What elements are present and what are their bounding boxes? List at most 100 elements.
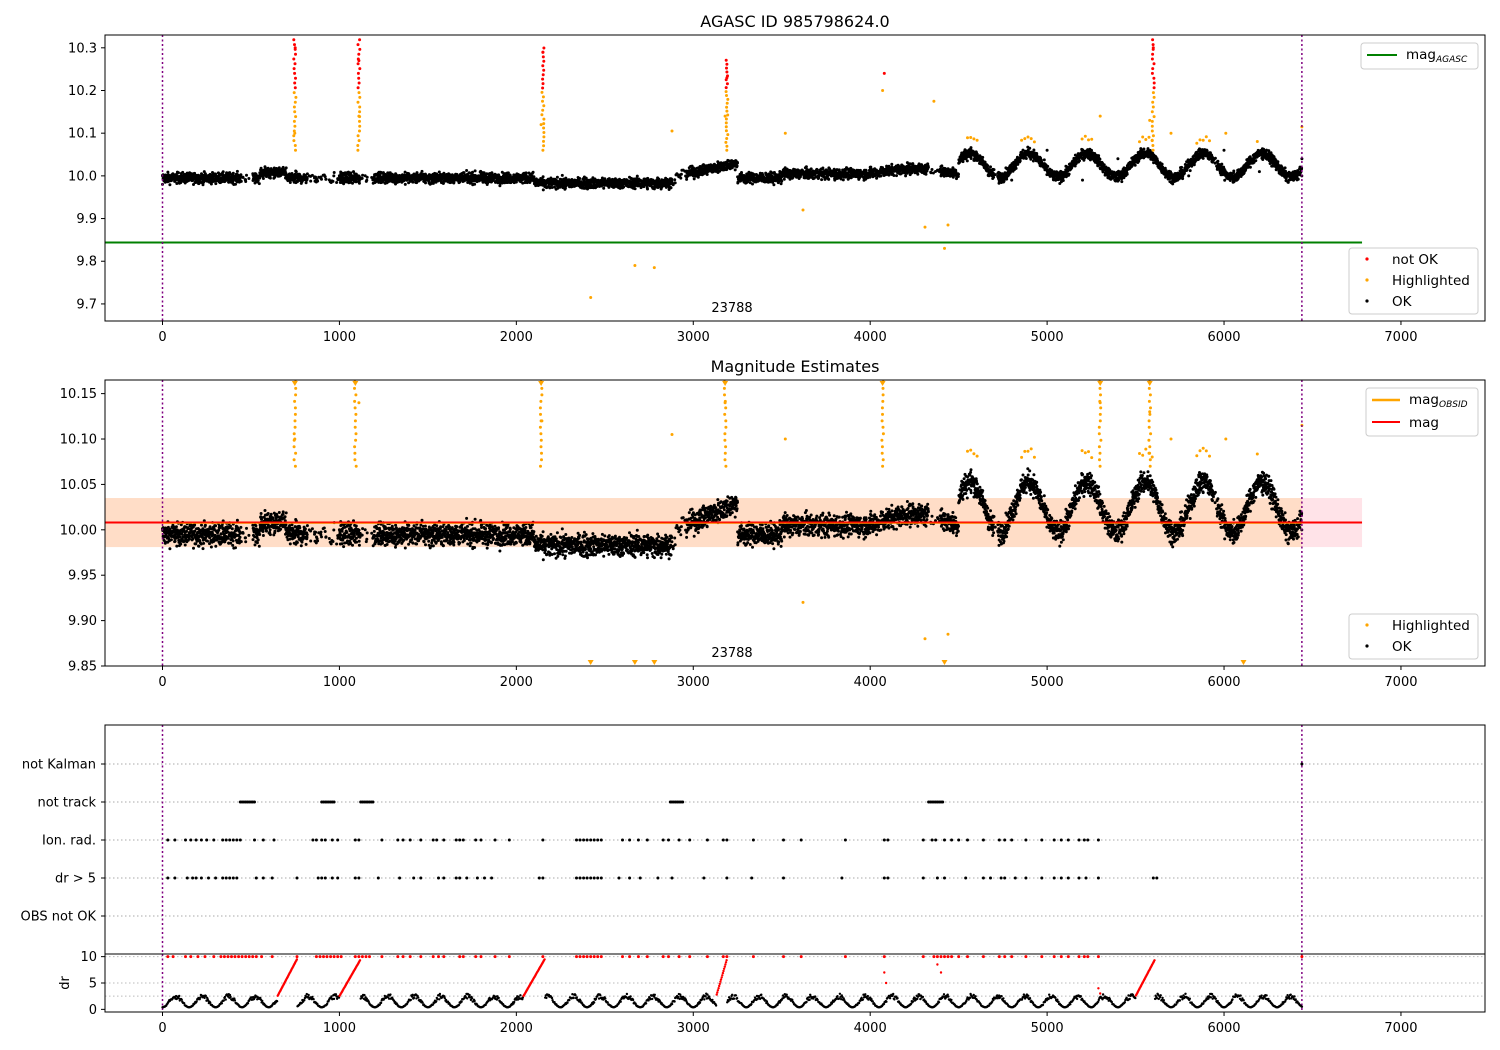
panel1-points	[161, 38, 1304, 299]
ok-point	[992, 175, 996, 179]
ok-point	[646, 187, 649, 191]
ok-point	[1160, 162, 1164, 166]
ok-point	[735, 164, 739, 168]
ok-point	[1078, 159, 1081, 163]
ok-point	[284, 166, 288, 170]
ok-point	[281, 165, 285, 169]
ok-point	[1098, 157, 1102, 161]
ok-point	[679, 172, 683, 176]
ok-point	[524, 171, 528, 175]
ok-point	[555, 175, 559, 179]
ok-point	[733, 168, 737, 172]
ok-point	[288, 181, 292, 184]
panel1-title: AGASC ID 985798624.0	[700, 12, 889, 31]
ok-point	[310, 173, 314, 177]
ok-point	[279, 174, 283, 178]
ok-point	[268, 176, 272, 180]
ok-point	[221, 170, 225, 174]
ok-point	[692, 177, 696, 181]
ok-point	[1024, 157, 1028, 160]
ok-point	[239, 179, 243, 183]
ok-point	[473, 169, 477, 173]
ok-point	[673, 178, 677, 182]
ok-point	[736, 161, 739, 165]
ok-point	[420, 169, 424, 173]
ok-point	[214, 182, 218, 186]
ok-point	[234, 182, 237, 186]
ok-point	[360, 176, 364, 180]
ok-point	[305, 176, 309, 180]
ok-point	[993, 173, 997, 177]
ok-point	[168, 183, 172, 187]
ok-point	[294, 170, 298, 174]
ok-point	[332, 171, 336, 174]
ok-point	[705, 173, 709, 176]
ok-point	[1061, 179, 1065, 182]
ok-point	[320, 177, 323, 181]
ok-point	[351, 181, 354, 185]
ok-point	[887, 173, 891, 177]
ok-point	[820, 178, 824, 182]
ok-point	[827, 177, 831, 181]
ok-point	[231, 171, 235, 175]
ok-point	[940, 164, 944, 168]
ok-point	[892, 174, 896, 177]
ok-point	[235, 169, 239, 173]
ok-point	[751, 182, 754, 186]
ok-point	[349, 171, 353, 175]
ok-point	[482, 171, 486, 175]
ok-point	[961, 160, 965, 164]
ok-point	[415, 171, 419, 175]
ok-point	[324, 177, 328, 181]
ok-point	[1142, 147, 1146, 151]
ok-point	[780, 179, 784, 183]
ok-point	[305, 172, 309, 176]
ok-point	[1032, 148, 1036, 152]
ok-point	[916, 172, 920, 176]
ok-point	[304, 181, 308, 185]
ok-point	[635, 174, 639, 178]
ok-point	[969, 157, 973, 160]
ok-point	[895, 174, 898, 178]
ok-point	[403, 170, 407, 174]
ok-point	[821, 166, 825, 170]
ok-point	[431, 181, 435, 185]
ok-point	[779, 182, 783, 186]
ok-point	[926, 165, 930, 169]
ok-point	[560, 173, 564, 177]
ok-point	[239, 173, 243, 177]
ok-point	[199, 181, 203, 184]
ok-point	[498, 184, 502, 188]
ok-point	[357, 181, 361, 185]
ok-point	[465, 169, 469, 172]
ok-point	[244, 180, 248, 183]
ok-point	[1125, 172, 1129, 176]
ok-point	[309, 179, 313, 183]
ok-point	[679, 176, 683, 180]
ok-point	[531, 170, 535, 174]
ok-point	[193, 171, 197, 175]
ok-point	[1028, 146, 1032, 150]
ok-point	[782, 177, 786, 181]
ok-point	[261, 177, 265, 180]
ok-point	[669, 186, 673, 190]
ok-point	[532, 175, 536, 179]
ok-point	[1014, 166, 1018, 170]
ok-point	[316, 179, 320, 183]
ok-point	[379, 171, 383, 175]
ok-point	[260, 168, 264, 172]
ok-point	[1067, 172, 1071, 176]
ok-point	[462, 171, 466, 175]
ok-point	[633, 187, 637, 191]
ok-point	[331, 179, 335, 183]
ok-point	[245, 173, 248, 177]
ok-point	[541, 175, 545, 179]
ok-point	[424, 181, 427, 185]
ok-point	[247, 177, 251, 180]
ok-point	[657, 177, 661, 181]
ok-point	[890, 162, 894, 166]
ok-point	[181, 170, 185, 174]
ok-point	[879, 174, 883, 178]
ok-point	[166, 170, 170, 174]
